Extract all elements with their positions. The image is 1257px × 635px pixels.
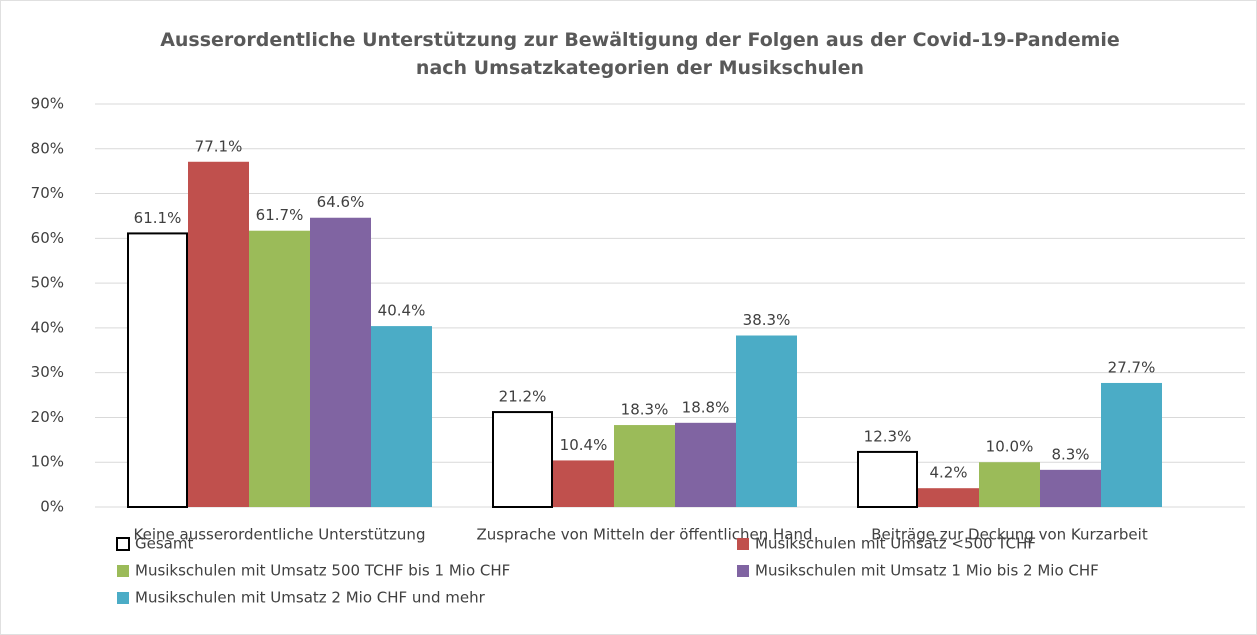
bar <box>249 230 310 507</box>
y-tick-label: 30% <box>31 363 64 381</box>
y-tick-label: 60% <box>31 229 64 247</box>
x-tick-label: Zusprache von Mitteln der öffentlichen H… <box>476 526 812 544</box>
y-tick-label: 10% <box>31 453 64 471</box>
chart-title: Ausserordentliche Unterstützung zur Bewä… <box>160 29 1120 79</box>
data-label: 61.1% <box>134 209 182 227</box>
bar <box>614 425 675 507</box>
y-tick-label: 90% <box>31 95 64 113</box>
legend-swatch <box>117 565 129 577</box>
bar <box>857 450 918 509</box>
legend-label: Gesamt <box>135 535 193 553</box>
bar <box>492 411 553 508</box>
bar <box>918 488 979 507</box>
legend-label: Musikschulen mit Umsatz 1 Mio bis 2 Mio … <box>755 562 1099 580</box>
bar <box>553 460 614 507</box>
data-label: 18.8% <box>682 398 730 416</box>
y-tick-label: 40% <box>31 318 64 336</box>
bar <box>310 217 371 508</box>
bar <box>371 326 432 507</box>
x-tick-label: Beiträge zur Deckung von Kurzarbeit <box>871 526 1148 544</box>
legend-label: Musikschulen mit Umsatz <500 TCHF <box>755 535 1036 553</box>
data-label: 10.4% <box>560 436 608 454</box>
data-label: 21.2% <box>499 388 547 406</box>
bar <box>1040 469 1101 507</box>
legend-swatch <box>116 537 130 551</box>
legend-swatch <box>737 538 749 550</box>
y-tick-label: 80% <box>31 139 64 157</box>
y-tick-label: 0% <box>40 498 64 516</box>
bar <box>736 335 797 507</box>
y-tick-label: 70% <box>31 184 64 202</box>
bar <box>1101 382 1162 507</box>
data-label: 64.6% <box>317 193 365 211</box>
data-label: 18.3% <box>621 401 669 419</box>
data-label: 27.7% <box>1108 358 1156 376</box>
data-label: 4.2% <box>929 464 967 482</box>
x-tick-label: Keine ausserordentliche Unterstützung <box>134 526 426 544</box>
legend-swatch <box>117 592 129 604</box>
y-tick-label: 20% <box>31 408 64 426</box>
data-label: 38.3% <box>743 311 791 329</box>
data-label: 8.3% <box>1051 445 1089 463</box>
data-label: 77.1% <box>195 137 243 155</box>
data-label: 10.0% <box>986 438 1034 456</box>
bar <box>979 462 1040 507</box>
legend-swatch <box>737 565 749 577</box>
bar <box>188 161 249 507</box>
data-label: 40.4% <box>378 302 426 320</box>
bar <box>127 232 188 508</box>
data-label: 12.3% <box>864 427 912 445</box>
legend-label: Musikschulen mit Umsatz 500 TCHF bis 1 M… <box>135 562 510 580</box>
y-tick-label: 50% <box>31 274 64 292</box>
legend-label: Musikschulen mit Umsatz 2 Mio CHF und me… <box>135 589 486 607</box>
bar <box>675 422 736 507</box>
data-label: 61.7% <box>256 206 304 224</box>
